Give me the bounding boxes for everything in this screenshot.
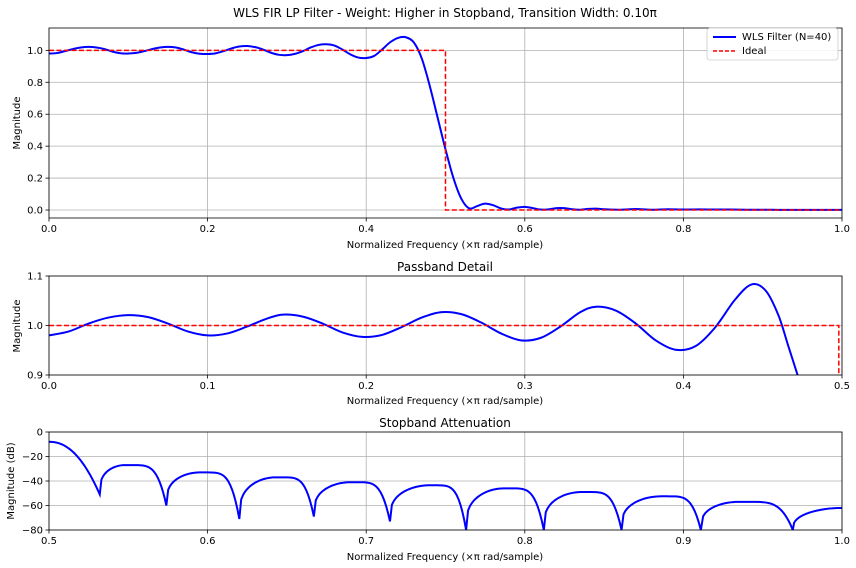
passband-xlabel: Normalized Frequency (×π rad/sample) [347, 396, 544, 407]
main-ytick-label: 0.2 [27, 174, 43, 185]
passband-xtick-label: 0.2 [358, 381, 374, 392]
main-axes-frame [48, 27, 843, 219]
passband-xtick-label: 0.3 [517, 381, 533, 392]
main-xtick-label: 0.0 [41, 224, 57, 235]
passband-series-wls-line [49, 283, 799, 375]
main-response-plot: WLS FIR LP Filter - Weight: Higher in St… [12, 6, 850, 251]
legend-box [706, 27, 839, 61]
main-ytick-label: 0.8 [27, 78, 43, 89]
legend-label-ideal: Ideal [742, 46, 766, 57]
main-title: WLS FIR LP Filter - Weight: Higher in St… [233, 6, 657, 20]
main-xtick-label: 0.4 [358, 224, 374, 235]
passband-xtick-label: 0.5 [834, 381, 850, 392]
stopband-ytick-label: −80 [22, 526, 43, 537]
main-series [49, 35, 842, 211]
passband-xtick-label: 0.1 [200, 381, 216, 392]
main-xtick-label: 0.8 [675, 224, 691, 235]
passband-ytick-label: 0.9 [27, 371, 43, 382]
stopband-xtick-label: 1.0 [834, 536, 850, 547]
passband-series-ideal-line [49, 324, 840, 375]
passband-ytick-label: 1.1 [27, 272, 43, 283]
stopband-title: Stopband Attenuation [379, 416, 511, 430]
stopband-series-line [49, 440, 842, 530]
stopband-ytick-label: −60 [22, 501, 43, 512]
legend: WLS Filter (N=40) Ideal [706, 27, 839, 61]
passband-title: Passband Detail [397, 260, 493, 274]
stopband-xtick-label: 0.5 [41, 536, 57, 547]
passband-ticks: 0.0 0.1 0.2 0.3 0.4 0.5 0.9 1.0 1.1 [27, 272, 850, 393]
passband-ylabel: Magnitude [12, 300, 23, 353]
stopband-ytick-label: −40 [22, 477, 43, 488]
stopband-ticks: 0.5 0.6 0.7 0.8 0.9 1.0 −80 −60 −40 −20 0 [22, 428, 850, 548]
stopband-series [49, 440, 842, 530]
stopband-xlabel: Normalized Frequency (×π rad/sample) [347, 552, 544, 563]
main-ytick-label: 0.4 [27, 142, 43, 153]
stopband-ylabel: Magnitude (dB) [6, 442, 17, 519]
main-ytick-label: 0.0 [27, 206, 43, 217]
passband-xtick-label: 0.4 [675, 381, 691, 392]
stopband-xtick-label: 0.6 [200, 536, 216, 547]
main-xtick-label: 0.2 [200, 224, 216, 235]
main-ytick-label: 0.6 [27, 110, 43, 121]
main-xtick-label: 1.0 [834, 224, 850, 235]
main-xtick-label: 0.6 [517, 224, 533, 235]
stopband-xtick-label: 0.8 [517, 536, 533, 547]
stopband-xtick-label: 0.9 [675, 536, 691, 547]
passband-series [49, 283, 840, 375]
main-ylabel: Magnitude [12, 97, 23, 150]
passband-detail-plot: Passband Detail 0.0 0.1 0.2 0.3 0.4 0.5 0.9 1.0… [12, 260, 850, 407]
main-ticks: 0.0 0.2 0.4 0.6 0.8 1.0 0.0 0.2 0.4 0.6 0.8 1.0 [27, 46, 850, 235]
main-series-ideal-line [49, 49, 842, 211]
stopband-attenuation-plot: Stopband Attenuation 0.5 0.6 0.7 0.8 0.9 1.0 −… [6, 416, 850, 563]
legend-label-wls: WLS Filter (N=40) [742, 32, 831, 43]
stopband-ytick-label: 0 [37, 428, 43, 439]
main-xlabel: Normalized Frequency (×π rad/sample) [347, 240, 544, 251]
passband-ytick-label: 1.0 [27, 321, 43, 332]
stopband-xtick-label: 0.7 [358, 536, 374, 547]
stopband-ytick-label: −20 [22, 452, 43, 463]
main-ytick-label: 1.0 [27, 46, 43, 57]
passband-xtick-label: 0.0 [41, 381, 57, 392]
